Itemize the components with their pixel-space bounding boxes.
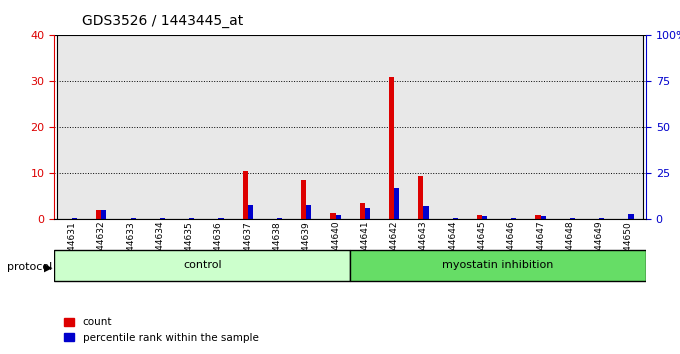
- Bar: [277, 218, 282, 219]
- Bar: [389, 77, 394, 219]
- Bar: [496, 35, 526, 219]
- Bar: [233, 35, 262, 219]
- Bar: [511, 218, 516, 219]
- Bar: [526, 35, 555, 219]
- Bar: [477, 215, 482, 219]
- Bar: [146, 35, 175, 219]
- Bar: [585, 35, 614, 219]
- Bar: [86, 35, 116, 219]
- Bar: [116, 35, 146, 219]
- Bar: [394, 188, 399, 219]
- Bar: [409, 35, 438, 219]
- Text: control: control: [183, 261, 222, 270]
- Bar: [599, 218, 605, 219]
- Bar: [96, 210, 101, 219]
- Legend: count, percentile rank within the sample: count, percentile rank within the sample: [60, 313, 262, 347]
- Bar: [243, 171, 248, 219]
- Bar: [570, 218, 575, 219]
- Bar: [360, 203, 365, 219]
- Bar: [131, 218, 136, 219]
- Bar: [248, 205, 253, 219]
- Bar: [306, 205, 311, 219]
- Bar: [424, 206, 428, 219]
- Bar: [535, 215, 541, 219]
- Bar: [438, 35, 467, 219]
- FancyBboxPatch shape: [350, 250, 646, 281]
- Bar: [204, 35, 233, 219]
- Bar: [330, 212, 335, 219]
- Bar: [160, 218, 165, 219]
- Bar: [189, 218, 194, 219]
- Bar: [301, 181, 306, 219]
- Text: ▶: ▶: [44, 262, 53, 272]
- Bar: [321, 35, 350, 219]
- Bar: [72, 218, 77, 219]
- Bar: [335, 215, 341, 219]
- Bar: [292, 35, 321, 219]
- Bar: [379, 35, 409, 219]
- Text: protocol: protocol: [7, 262, 52, 272]
- Bar: [365, 209, 370, 219]
- Bar: [57, 35, 86, 219]
- Bar: [453, 218, 458, 219]
- Text: myostatin inhibition: myostatin inhibition: [443, 261, 554, 270]
- Bar: [101, 210, 106, 219]
- Bar: [218, 218, 224, 219]
- Bar: [262, 35, 292, 219]
- Bar: [541, 216, 545, 219]
- Bar: [628, 214, 634, 219]
- Bar: [482, 216, 487, 219]
- Bar: [555, 35, 585, 219]
- Bar: [350, 35, 379, 219]
- Text: GDS3526 / 1443445_at: GDS3526 / 1443445_at: [82, 14, 243, 28]
- Bar: [175, 35, 204, 219]
- Bar: [614, 35, 643, 219]
- Bar: [467, 35, 496, 219]
- FancyBboxPatch shape: [54, 250, 350, 281]
- Bar: [418, 176, 424, 219]
